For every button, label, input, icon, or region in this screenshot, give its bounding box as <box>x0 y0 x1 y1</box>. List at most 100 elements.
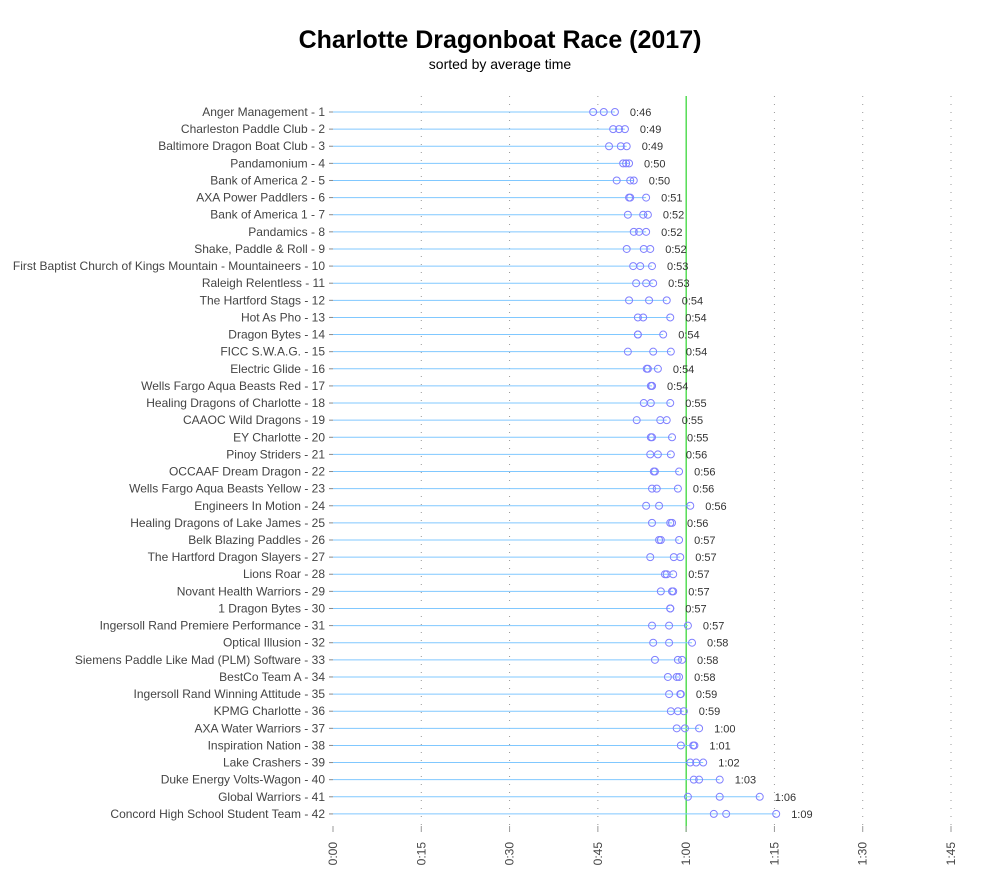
team-row: Wells Fargo Aqua Beasts Yellow - 23 0:56 <box>129 482 714 496</box>
race-time-point <box>625 296 634 305</box>
race-time-point <box>642 227 651 236</box>
race-time-point <box>632 279 641 288</box>
average-time-label: 0:51 <box>661 193 682 205</box>
team-label: Electric Glide - 16 <box>230 362 325 376</box>
team-label: Ingersoll Rand Premiere Performance - 31 <box>100 619 326 633</box>
team-label: Lake Crashers - 39 <box>223 756 325 770</box>
race-time-point <box>673 707 682 716</box>
race-time-point <box>659 330 668 339</box>
team-label: Charleston Paddle Club - 2 <box>181 122 325 136</box>
team-label: Inspiration Nation - 38 <box>208 738 326 752</box>
race-time-point <box>665 621 674 630</box>
team-row: Duke Energy Volts-Wagon - 40 1:03 <box>161 773 756 787</box>
team-label: Novant Health Warriors - 29 <box>177 584 326 598</box>
average-time-label: 0:50 <box>649 175 670 187</box>
team-row: Ingersoll Rand Winning Attitude - 35 0:59 <box>134 687 718 701</box>
race-time-point <box>648 518 657 527</box>
race-time-point <box>648 433 657 442</box>
team-label: BestCo Team A - 34 <box>219 670 325 684</box>
team-label: OCCAAF Dream Dragon - 22 <box>169 465 325 479</box>
race-time-point <box>676 553 685 562</box>
team-label: Concord High School Student Team - 42 <box>110 807 325 821</box>
race-time-point <box>646 450 655 459</box>
team-label: Raleigh Relentless - 11 <box>202 276 326 290</box>
average-time-label: 0:58 <box>694 672 715 684</box>
average-time-label: 0:58 <box>697 655 718 667</box>
race-time-point <box>669 587 678 596</box>
race-time-point <box>669 553 678 562</box>
race-time-point <box>643 210 652 219</box>
x-tick-label: 1:45 <box>944 842 958 866</box>
team-label: Pandamics - 8 <box>248 225 325 239</box>
team-label: Anger Management - 1 <box>202 105 325 119</box>
average-time-label: 1:02 <box>718 758 739 770</box>
team-label: Wells Fargo Aqua Beasts Red - 17 <box>141 379 325 393</box>
team-label: Baltimore Dragon Boat Club - 3 <box>158 139 325 153</box>
race-time-point <box>668 433 677 442</box>
race-time-point <box>619 159 628 168</box>
team-label: Belk Blazing Paddles - 26 <box>188 533 325 547</box>
race-time-point <box>690 741 699 750</box>
team-row: Ingersoll Rand Premiere Performance - 31… <box>100 619 725 633</box>
team-row: Anger Management - 1 0:46 <box>202 105 651 119</box>
average-time-label: 0:56 <box>693 484 714 496</box>
team-row: Bank of America 1 - 7 0:52 <box>210 208 684 222</box>
average-time-label: 1:00 <box>714 723 735 735</box>
average-time-label: 1:01 <box>709 740 730 752</box>
team-label: AXA Power Paddlers - 6 <box>196 191 325 205</box>
team-row: Pandamics - 8 0:52 <box>248 225 682 239</box>
team-row: Inspiration Nation - 38 1:01 <box>208 738 731 752</box>
team-row: Dragon Bytes - 14 0:54 <box>228 328 699 342</box>
average-time-label: 0:59 <box>699 706 720 718</box>
race-time-point <box>686 501 695 510</box>
team-row: Pinoy Striders - 21 0:56 <box>226 447 707 461</box>
team-label: Engineers In Motion - 24 <box>194 499 325 513</box>
race-time-point <box>632 416 641 425</box>
team-label: Duke Energy Volts-Wagon - 40 <box>161 773 326 787</box>
team-row: Global Warriors - 41 1:06 <box>218 790 796 804</box>
race-time-point <box>669 570 678 579</box>
race-time-point <box>652 484 661 493</box>
team-label: EY Charlotte - 20 <box>233 430 325 444</box>
race-time-point <box>609 125 618 134</box>
average-time-label: 0:54 <box>667 381 688 393</box>
race-time-point <box>656 536 665 544</box>
team-label: AXA Water Warriors - 37 <box>195 721 326 735</box>
average-time-label: 0:53 <box>668 278 689 290</box>
race-time-point <box>648 621 657 630</box>
race-time-point <box>639 313 648 322</box>
average-time-label: 0:57 <box>685 603 706 615</box>
race-time-point <box>649 347 658 356</box>
team-label: Optical Illusion - 32 <box>223 636 325 650</box>
average-time-label: 0:56 <box>705 501 726 513</box>
team-row: Optical Illusion - 32 0:58 <box>223 636 728 650</box>
average-time-label: 0:58 <box>707 638 728 650</box>
team-row: Charleston Paddle Club - 2 0:49 <box>181 122 661 136</box>
team-row: 1 Dragon Bytes - 30 0:57 <box>218 601 706 615</box>
team-row: CAAOC Wild Dragons - 19 0:55 <box>183 413 703 427</box>
race-time-point <box>665 638 674 647</box>
team-row: Novant Health Warriors - 29 0:57 <box>177 584 710 598</box>
race-time-point <box>695 724 704 733</box>
team-row: BestCo Team A - 34 0:58 <box>219 670 715 684</box>
team-row: FICC S.W.A.G. - 15 0:54 <box>220 345 707 359</box>
team-row: The Hartford Dragon Slayers - 27 0:57 <box>148 550 717 564</box>
x-tick-label: 0:45 <box>591 842 605 866</box>
race-time-point <box>668 518 677 527</box>
race-time-point <box>626 176 635 185</box>
x-tick-label: 0:15 <box>414 842 428 866</box>
x-tick-label: 0:30 <box>503 842 517 866</box>
race-time-point <box>622 244 631 253</box>
team-row: KPMG Charlotte - 36 0:59 <box>214 704 721 718</box>
race-time-point <box>589 108 598 116</box>
team-row: OCCAAF Dream Dragon - 22 0:56 <box>169 465 716 479</box>
race-time-point <box>629 176 638 185</box>
average-time-label: 0:49 <box>642 141 663 153</box>
team-label: Dragon Bytes - 14 <box>228 328 325 342</box>
race-time-point <box>772 809 781 818</box>
race-time-point <box>666 313 675 322</box>
team-label: Pinoy Striders - 21 <box>226 447 325 461</box>
team-row: EY Charlotte - 20 0:55 <box>233 430 708 444</box>
team-row: Siemens Paddle Like Mad (PLM) Software -… <box>75 653 719 667</box>
team-row: Hot As Pho - 13 0:54 <box>241 310 707 324</box>
